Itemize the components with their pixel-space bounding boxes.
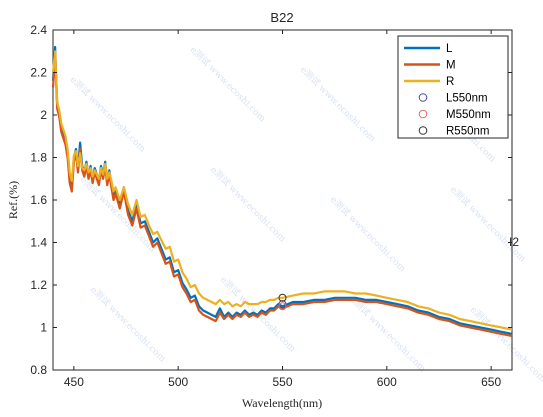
x-tick-label: 600 [377,375,397,389]
series-layer [51,45,513,338]
x-tick-label: 550 [272,375,292,389]
legend-label-M550nm: M550nm [446,109,491,121]
legend-marker-L550nm [418,93,428,102]
y-tick-label: 2 [40,108,47,122]
y-tick-label: 1 [40,321,47,335]
legend-marker-M550nm [418,109,428,119]
y-axis: 0.8 1 1.2 1.4 1.6 1.8 2 2.2 2.4 [30,23,512,377]
x-axis: 450 500 550 600 650 [64,30,501,389]
marker-L550nm [278,300,287,309]
legend-label-L: L [446,43,453,55]
y-tick-label: 1.8 [30,151,47,165]
x-tick-label: 650 [481,375,501,389]
legend-marker-R550nm [418,126,428,135]
y-tick-label: 2.2 [30,66,47,80]
marker-M550nm [278,302,287,311]
legend: LMR L550nm M550nm R550nm [397,35,509,139]
y-tick-label: 0.8 [30,363,47,377]
y-tick-label: 1.4 [30,236,47,250]
marker-layer [278,293,287,311]
x-axis-title: Wavelength(nm) [242,396,322,410]
side-label: I2 [509,235,519,249]
y-tick-label: 2.4 [30,23,47,37]
y-tick-label: 1.6 [30,193,47,207]
marker-R550nm [278,293,287,302]
y-axis-title: Ref.(%) [6,181,20,219]
legend-label-R550nm: R550nm [446,126,489,138]
y-tick-label: 1.2 [30,278,47,292]
chart-title: B22 [270,10,293,25]
legend-label-M: M [446,60,456,72]
legend-box [397,35,509,139]
x-tick-label: 450 [64,375,84,389]
legend-label-R: R [446,76,454,88]
x-tick-label: 500 [168,375,188,389]
series-line-M [51,54,513,338]
series-line-R [51,50,513,331]
legend-label-L550nm: L550nm [446,93,488,105]
